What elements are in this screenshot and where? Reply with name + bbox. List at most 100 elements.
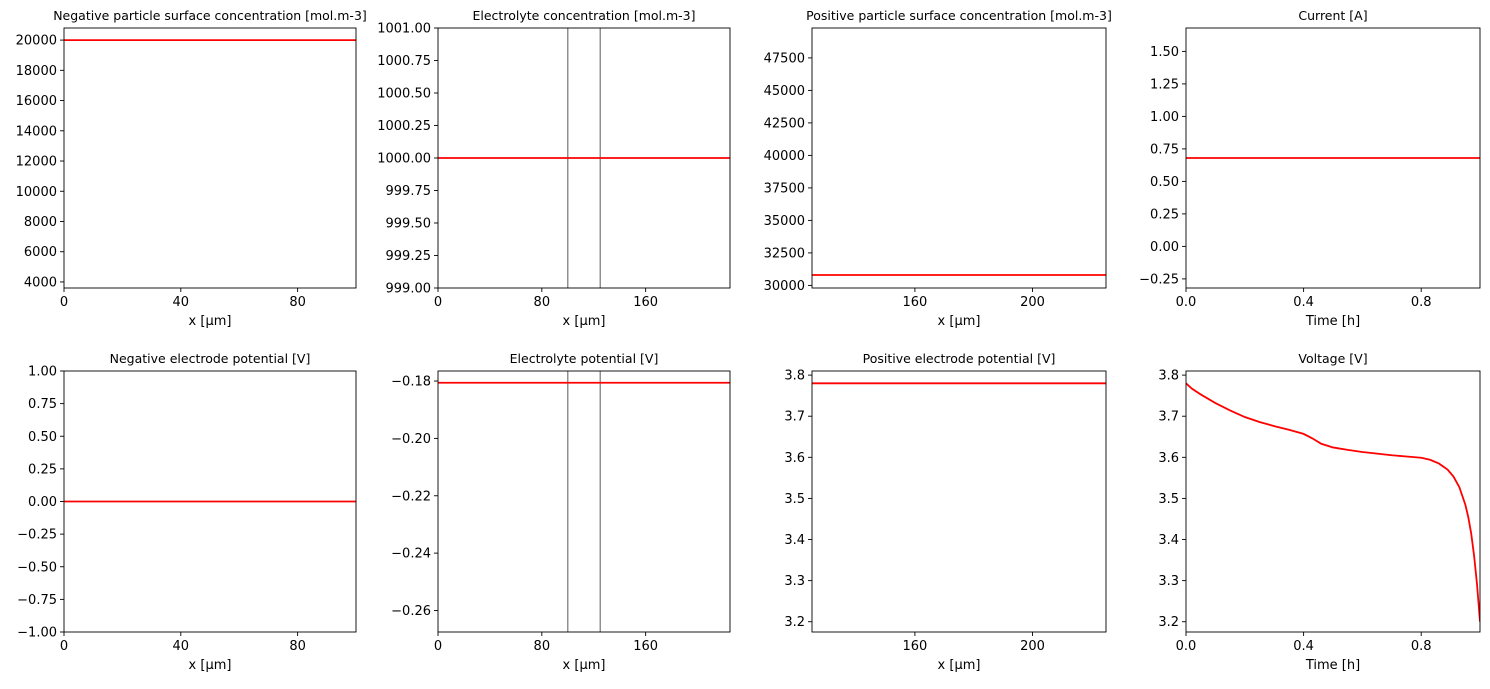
subplot-7: 160 200 3.2 3.3 3.4 3.5 3.6 3.7 3.8 Positive elec… bbox=[784, 351, 1107, 673]
x-tick-label: 0 bbox=[60, 295, 68, 310]
y-tick-label: 1.00 bbox=[28, 365, 57, 380]
y-tick-label: −0.75 bbox=[17, 593, 57, 608]
x-tick-label: 40 bbox=[173, 295, 190, 310]
y-tick-label: 12000 bbox=[16, 155, 57, 170]
y-tick-label: −0.24 bbox=[391, 547, 431, 562]
x-tick-label: 80 bbox=[534, 295, 551, 310]
x-tick-label: 160 bbox=[902, 295, 927, 310]
y-tick-label: 35000 bbox=[764, 214, 805, 229]
y-tick-label: 1000.75 bbox=[377, 54, 431, 69]
x-tick-label: 0.0 bbox=[1176, 639, 1197, 654]
x-tick-label: 0.8 bbox=[1411, 639, 1432, 654]
x-tick-label: 40 bbox=[173, 639, 190, 654]
subplot-6: 0 80 160 −0.26 −0.24 −0.22 −0.20 −0.18 Electroly… bbox=[391, 351, 731, 673]
x-tick-label: 160 bbox=[633, 295, 658, 310]
y-tick-label: 3.2 bbox=[784, 615, 805, 630]
axes-frame bbox=[811, 27, 1107, 289]
x-axis-label: x [μm] bbox=[938, 314, 981, 329]
y-tick-label: −1.00 bbox=[17, 626, 57, 641]
y-tick-label: 1.50 bbox=[1150, 45, 1179, 60]
y-tick-label: 6000 bbox=[24, 245, 57, 260]
axes-frame bbox=[1185, 370, 1481, 633]
y-tick-label: 3.4 bbox=[1158, 533, 1179, 548]
y-tick-label: −0.18 bbox=[391, 375, 431, 390]
y-tick-label: 0.50 bbox=[28, 430, 57, 445]
y-tick-label: 45000 bbox=[764, 84, 805, 99]
y-tick-label: −0.22 bbox=[391, 489, 431, 504]
y-tick-label: 3.6 bbox=[784, 451, 805, 466]
x-axis-label: x [μm] bbox=[938, 658, 981, 673]
y-tick-label: −0.25 bbox=[17, 528, 57, 543]
y-tick-label: 0.25 bbox=[28, 462, 57, 477]
subplot-title: Current [A] bbox=[1298, 8, 1367, 23]
x-tick-label: 0.0 bbox=[1176, 295, 1197, 310]
subplot-2: 0 80 160 999.00 999.25 999.50 999.75 1000.00 100… bbox=[377, 8, 731, 329]
x-tick-label: 0.4 bbox=[1293, 639, 1314, 654]
y-tick-label: −0.20 bbox=[391, 432, 431, 447]
x-tick-label: 0 bbox=[434, 639, 442, 654]
subplot-1: 0 40 80 4000 6000 8000 10000 12000 14000 16000 180… bbox=[16, 8, 367, 329]
y-tick-label: 3.7 bbox=[1158, 410, 1179, 425]
y-tick-label: 14000 bbox=[16, 124, 57, 139]
axes-frame bbox=[437, 370, 731, 633]
subplot-title: Positive electrode potential [V] bbox=[863, 351, 1056, 366]
x-axis-label: x [μm] bbox=[189, 658, 232, 673]
subplot-title: Negative particle surface concentration … bbox=[53, 8, 367, 23]
y-tick-label: 0.25 bbox=[1150, 207, 1179, 222]
y-tick-label: 37500 bbox=[764, 181, 805, 196]
y-tick-label: 3.5 bbox=[1158, 492, 1179, 507]
series-line bbox=[1186, 382, 1480, 622]
axes-frame bbox=[1185, 27, 1481, 289]
subplot-title: Electrolyte potential [V] bbox=[510, 351, 659, 366]
y-tick-label: 999.75 bbox=[386, 184, 432, 199]
x-tick-label: 0 bbox=[60, 639, 68, 654]
y-tick-label: 1000.00 bbox=[377, 152, 431, 167]
y-tick-label: 0.50 bbox=[1150, 175, 1179, 190]
y-tick-label: 10000 bbox=[16, 185, 57, 200]
y-tick-label: 32500 bbox=[764, 246, 805, 261]
y-tick-label: 3.4 bbox=[784, 533, 805, 548]
y-tick-label: 3.8 bbox=[1158, 369, 1179, 384]
x-tick-label: 160 bbox=[902, 639, 927, 654]
y-tick-label: 16000 bbox=[16, 94, 57, 109]
y-tick-label: 999.25 bbox=[386, 249, 432, 264]
subplot-title: Electrolyte concentration [mol.m-3] bbox=[473, 8, 696, 23]
y-tick-label: 3.5 bbox=[784, 492, 805, 507]
y-tick-label: 0.00 bbox=[28, 495, 57, 510]
subplot-8: 0.0 0.4 0.8 3.2 3.3 3.4 3.5 3.6 3.7 3.8 Voltage [V… bbox=[1158, 351, 1481, 673]
y-tick-label: 18000 bbox=[16, 64, 57, 79]
y-tick-label: 3.3 bbox=[784, 574, 805, 589]
x-tick-label: 80 bbox=[289, 639, 306, 654]
y-tick-label: 8000 bbox=[24, 215, 57, 230]
subplot-3: 160 200 30000 32500 35000 37500 40000 42500 4500… bbox=[764, 8, 1112, 329]
x-tick-label: 0.4 bbox=[1293, 295, 1314, 310]
y-tick-label: 3.8 bbox=[784, 369, 805, 384]
y-tick-label: 3.2 bbox=[1158, 615, 1179, 630]
y-tick-label: 1001.00 bbox=[377, 22, 431, 37]
x-tick-label: 0.8 bbox=[1411, 295, 1432, 310]
y-tick-label: 47500 bbox=[764, 51, 805, 66]
y-tick-label: 20000 bbox=[16, 34, 57, 49]
y-tick-label: 4000 bbox=[24, 275, 57, 290]
y-tick-label: 0.00 bbox=[1150, 240, 1179, 255]
axes-frame bbox=[63, 27, 357, 289]
y-tick-label: 1000.25 bbox=[377, 119, 431, 134]
y-tick-label: 3.3 bbox=[1158, 574, 1179, 589]
x-tick-label: 200 bbox=[1020, 639, 1045, 654]
x-tick-label: 80 bbox=[534, 639, 551, 654]
axes-frame bbox=[811, 370, 1107, 633]
x-axis-label: x [μm] bbox=[563, 658, 606, 673]
x-axis-label: x [μm] bbox=[563, 314, 606, 329]
y-tick-label: 3.6 bbox=[1158, 451, 1179, 466]
x-tick-label: 160 bbox=[633, 639, 658, 654]
subplot-title: Voltage [V] bbox=[1298, 351, 1367, 366]
subplot-title: Negative electrode potential [V] bbox=[110, 351, 311, 366]
y-tick-label: 40000 bbox=[764, 149, 805, 164]
y-tick-label: 42500 bbox=[764, 116, 805, 131]
y-tick-label: −0.50 bbox=[17, 560, 57, 575]
y-tick-label: −0.25 bbox=[1139, 272, 1179, 287]
y-tick-label: 1.00 bbox=[1150, 110, 1179, 125]
y-tick-label: 0.75 bbox=[28, 397, 57, 412]
subplot-4: 0.0 0.4 0.8 −0.25 0.00 0.25 0.50 0.75 1.00 1.25 1.… bbox=[1139, 8, 1481, 329]
